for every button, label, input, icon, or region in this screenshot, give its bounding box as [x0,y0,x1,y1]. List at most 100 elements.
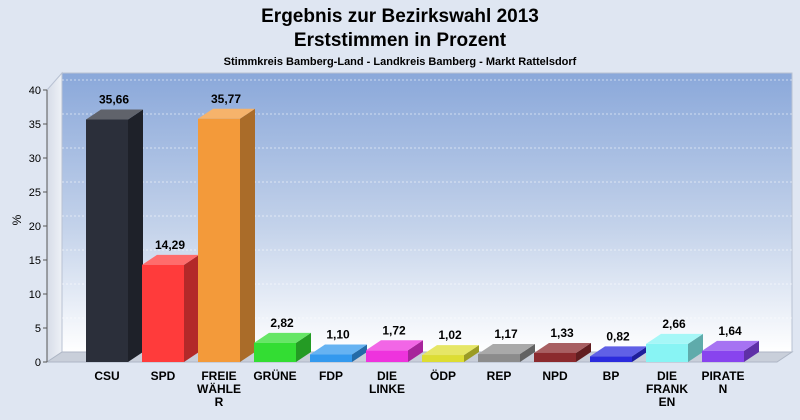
bar-top [702,340,759,351]
category-label-line: REP [487,369,512,383]
bar-top [366,340,423,351]
bar-side [296,332,311,362]
category-label: FDP [319,369,343,383]
value-label: 2,66 [662,317,686,331]
y-tick-label: 10 [29,289,41,301]
value-label: 35,77 [211,92,241,106]
y-tick-label: 25 [29,187,41,199]
category-label-line: CSU [94,369,119,383]
chart-title: Ergebnis zur Bezirkswahl 2013 [261,6,539,27]
y-tick-label: 35 [29,119,41,131]
category-label-line: NPD [542,369,568,383]
bar-top [478,344,535,355]
category-label: NPD [542,369,568,383]
category-label-line: DIE [377,369,397,383]
bar-front [702,350,744,362]
y-tick-label: 5 [35,323,41,335]
bar [366,340,423,362]
bar [646,333,703,362]
category-label: BP [603,369,620,383]
bar [254,332,311,362]
category-label: SPD [151,369,176,383]
value-label: 1,64 [718,324,742,338]
bar [142,254,199,362]
value-label: 1,17 [494,327,518,341]
value-label: 0,82 [606,329,630,343]
category-label-line: N [719,382,728,396]
category-label: PIRATE N [701,369,744,396]
category-label-line: FRANK [646,382,688,396]
value-label: 1,02 [438,328,462,342]
category-label-line: R [215,395,224,409]
category-label: GRÜNE [253,368,296,383]
category-label: CSU [94,369,119,383]
category-label-line: DIE [657,369,677,383]
bar-side [352,344,367,362]
bar-front [310,354,352,362]
bar-front [646,343,688,362]
bar-side [128,109,143,363]
category-label-line: BP [603,369,620,383]
bar [702,340,759,362]
bar-front [422,355,464,362]
bar-front [366,350,408,362]
bar [198,108,255,362]
value-label: 2,82 [270,316,294,330]
y-tick-label: 20 [29,221,41,233]
bar-side [520,344,535,362]
bar [422,345,479,362]
bar [590,346,647,362]
bar-side [184,254,199,362]
bar [86,109,143,363]
category-label: ÖDP [430,368,456,383]
bar-top [254,332,311,343]
bar-front [590,356,632,362]
bar [478,344,535,362]
category-label-line: SPD [151,369,176,383]
bar-side [240,108,255,362]
value-label: 1,10 [326,328,350,342]
bar-front [86,119,128,363]
value-label: 14,29 [155,238,185,252]
bar [534,342,591,362]
bar-side [408,340,423,362]
bar-front [198,118,240,362]
value-label: 1,33 [550,326,574,340]
bar-front [254,342,296,362]
bar-top [86,109,143,120]
bar-top [142,254,199,265]
bar-side [632,346,647,362]
category-label-line: FREIE [201,369,236,383]
category-label: DIE FRANK EN [646,369,688,409]
bar-front [534,352,576,362]
bars: 35,66 14,29 35,77 2,82 1,10 1,72 1,02 1,17 1,33 0… [86,92,759,363]
category-label-line: GRÜNE [253,368,296,383]
bar-top [198,108,255,119]
category-label-line: PIRATE [701,369,744,383]
bar-top [646,333,703,344]
bar-side [688,333,703,362]
category-label-line: FDP [319,369,343,383]
bar-side [464,345,479,362]
bar [310,344,367,362]
chart-title-line2: Erststimmen in Prozent [294,30,507,51]
bar-side [576,342,591,362]
category-label-line: WÄHLE [197,381,241,396]
bar-top [534,342,591,353]
bar-side [744,340,759,362]
category-label-line: EN [659,395,676,409]
category-label-line: ÖDP [430,368,456,383]
value-label: 35,66 [99,93,129,107]
bar-front [478,354,520,362]
category-label: FREIE WÄHLE R [197,369,241,409]
bar-top [590,346,647,357]
y-tick-label: 15 [29,255,41,267]
grid-lines [62,79,792,319]
y-tick-label: 40 [29,85,41,97]
bar-top [422,345,479,356]
category-label-line: LINKE [369,382,405,396]
category-label: REP [487,369,512,383]
chart-subtitle: Stimmkreis Bamberg-Land - Landkreis Bamb… [224,56,577,68]
